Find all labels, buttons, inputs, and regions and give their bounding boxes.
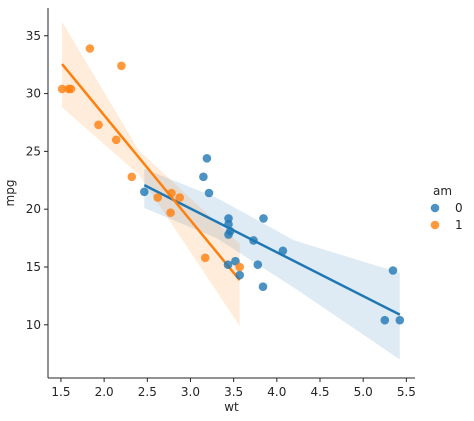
- data-point-am-1: [167, 188, 176, 198]
- y-tick-label: 30: [26, 87, 41, 101]
- data-point-am-1: [127, 172, 137, 182]
- legend-label: 0: [455, 201, 463, 215]
- legend-title: am: [433, 184, 452, 198]
- data-point-am-1: [64, 84, 73, 94]
- y-tick-label: 10: [26, 318, 41, 332]
- data-points: [57, 44, 405, 325]
- x-tick-label: 4.0: [267, 385, 286, 399]
- data-point-am-0: [235, 270, 244, 280]
- data-point-am-0: [278, 246, 288, 256]
- data-point-am-0: [223, 260, 233, 270]
- regression-lines: [61, 63, 401, 316]
- x-tick-label: 2.0: [95, 385, 114, 399]
- y-tick-label: 35: [26, 29, 41, 43]
- data-point-am-1: [166, 208, 175, 217]
- regression-line-am-1: [61, 63, 241, 281]
- confidence-bands: [62, 21, 400, 360]
- x-tick-label: 3.5: [224, 385, 243, 399]
- y-axis-title: mpg: [3, 180, 17, 207]
- legend-marker: [430, 220, 440, 230]
- data-point-am-0: [395, 315, 405, 325]
- x-tick-label: 5.5: [397, 385, 416, 399]
- x-tick-label: 5.0: [354, 385, 373, 399]
- data-point-am-0: [202, 154, 212, 163]
- x-tick-label: 1.5: [51, 385, 70, 399]
- data-point-am-1: [153, 193, 162, 202]
- legend-label: 1: [455, 218, 463, 232]
- data-point-am-1: [111, 135, 121, 145]
- data-point-am-0: [224, 214, 233, 223]
- legend: am0 1: [430, 184, 463, 232]
- regression-line-am-0: [143, 183, 401, 316]
- data-point-am-0: [258, 282, 268, 292]
- data-point-am-1: [57, 84, 67, 94]
- y-tick-label: 15: [26, 260, 41, 274]
- data-point-am-0: [253, 260, 263, 270]
- y-tick-label: 25: [26, 144, 41, 158]
- data-point-am-0: [249, 236, 258, 245]
- x-tick-label: 2.5: [138, 385, 157, 399]
- data-point-am-1: [175, 193, 184, 202]
- legend-marker: [430, 203, 440, 213]
- data-point-am-0: [204, 188, 214, 198]
- axes: 1.5 2.0 2.5 3.0 3.5 4.0 4.5 5.0 5.5 10 15 20 25 30 35 w…: [3, 8, 416, 414]
- data-point-am-0: [140, 187, 149, 197]
- x-tick-label: 3.0: [181, 385, 200, 399]
- data-point-am-1: [200, 253, 210, 263]
- data-point-am-0: [199, 172, 208, 182]
- data-point-am-0: [388, 266, 398, 275]
- data-point-am-0: [224, 230, 233, 239]
- data-point-am-1: [85, 44, 95, 53]
- data-point-am-0: [259, 214, 268, 223]
- data-point-am-1: [117, 61, 126, 71]
- data-point-am-1: [235, 262, 244, 272]
- data-point-am-1: [94, 120, 103, 130]
- y-tick-label: 20: [26, 202, 41, 216]
- x-tick-label: 4.5: [310, 385, 329, 399]
- data-point-am-0: [380, 315, 390, 325]
- x-axis-title: wt: [224, 400, 239, 414]
